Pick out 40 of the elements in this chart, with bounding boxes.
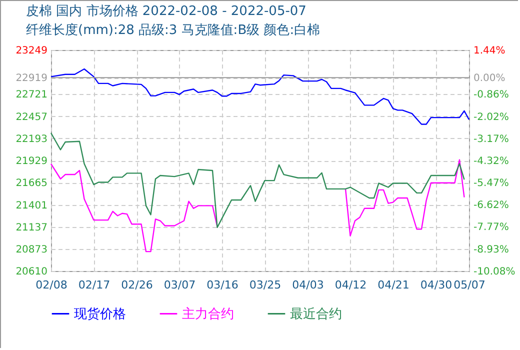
x-tick-label: 05/07 bbox=[454, 278, 486, 292]
y2-tick-label: -10.08% bbox=[474, 266, 516, 278]
y-tick-label: 21665 bbox=[16, 178, 48, 190]
y-tick-label: 22193 bbox=[16, 134, 48, 145]
y2-tick-label: 1.44% bbox=[474, 46, 506, 56]
chart-subtitle: 纤维长度(mm):28 品级:3 马克隆值:B级 颜色:白棉 bbox=[26, 22, 320, 38]
legend-label: 现货价格 bbox=[74, 306, 126, 322]
line-series bbox=[50, 132, 465, 228]
y-tick-label: 21137 bbox=[16, 222, 48, 234]
x-tick-label: 04/30 bbox=[420, 278, 452, 292]
x-tick-label: 02/08 bbox=[36, 278, 68, 292]
y-tick-label: 22457 bbox=[16, 112, 48, 123]
y-tick-label: 20610 bbox=[16, 266, 48, 278]
y2-tick-label: -0.86% bbox=[474, 90, 509, 101]
y2-tick-label: 0.00% bbox=[474, 73, 506, 84]
y-tick-label: 21929 bbox=[16, 156, 48, 168]
legend-label: 主力合约 bbox=[182, 306, 234, 322]
y-tick-label: 23249 bbox=[16, 46, 48, 56]
legend-label: 最近合约 bbox=[290, 306, 342, 322]
y2-tick-label: -4.32% bbox=[474, 156, 509, 167]
chart-title: 皮棉 国内 市场价格 2022-02-08 - 2022-05-07 bbox=[26, 4, 306, 19]
y2-tick-label: -8.93% bbox=[474, 244, 509, 256]
y2-tick-label: -2.02% bbox=[474, 112, 509, 123]
line-series bbox=[50, 68, 470, 125]
y-tick-label: 22721 bbox=[16, 90, 48, 101]
y-tick-label: 22919 bbox=[16, 73, 48, 84]
x-tick-label: 02/17 bbox=[78, 278, 110, 292]
y2-tick-label: -7.77% bbox=[474, 222, 509, 234]
x-tick-label: 04/12 bbox=[334, 278, 367, 292]
y2-tick-label: -5.47% bbox=[474, 178, 509, 190]
x-tick-label: 02/26 bbox=[121, 278, 153, 292]
y2-tick-label: -3.17% bbox=[474, 134, 509, 145]
y-tick-label: 20873 bbox=[16, 244, 48, 256]
y2-tick-label: -6.62% bbox=[474, 200, 509, 212]
y-tick-label: 21401 bbox=[16, 200, 48, 212]
x-tick-label: 03/16 bbox=[206, 278, 238, 292]
x-tick-label: 03/07 bbox=[164, 278, 196, 292]
x-tick-label: 04/03 bbox=[292, 278, 324, 292]
x-tick-label: 04/21 bbox=[378, 278, 410, 292]
x-tick-label: 03/25 bbox=[249, 278, 282, 292]
